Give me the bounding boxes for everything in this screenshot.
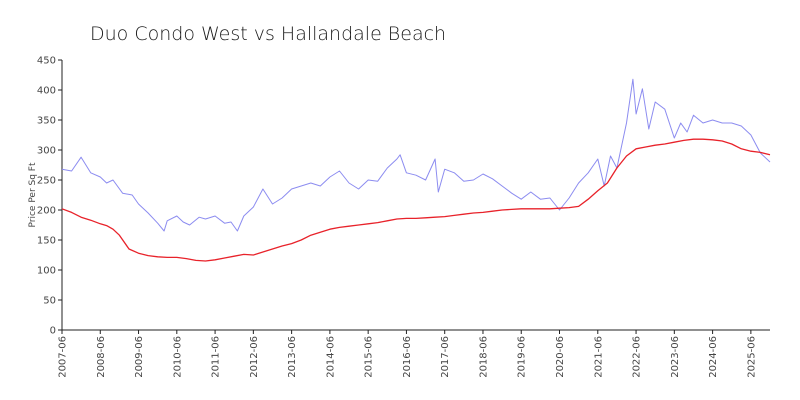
- x-tick-label: 2013-06: [287, 336, 298, 378]
- x-tick-label: 2015-06: [364, 336, 375, 378]
- y-axis-title: Price Per Sq Ft: [28, 162, 38, 227]
- y-tick-label: 50: [43, 296, 56, 307]
- x-tick-label: 2014-06: [325, 336, 336, 378]
- x-tick-label: 2016-06: [402, 336, 413, 378]
- x-tick-label: 2018-06: [478, 336, 489, 378]
- x-tick-label: 2017-06: [440, 336, 451, 378]
- x-tick-label: 2023-06: [670, 336, 681, 378]
- y-tick-label: 450: [37, 56, 56, 67]
- series-line-1: [61, 78, 771, 232]
- series-line-2: [61, 138, 771, 262]
- axes: 0 50 100 150 200 250 300 350 400 450 Price Per Sq …: [28, 56, 770, 378]
- y-tick-label: 100: [37, 266, 56, 277]
- y-tick-label: 250: [37, 176, 56, 187]
- x-tick-label: 2012-06: [249, 336, 260, 378]
- x-tick-label: 2024-06: [708, 336, 719, 378]
- x-tick-label: 2025-06: [746, 336, 757, 378]
- y-tick-label: 150: [37, 236, 56, 247]
- y-tick-label: 400: [37, 86, 56, 97]
- chart-title: Duo Condo West vs Hallandale Beach: [90, 23, 446, 45]
- x-tick-label: 2021-06: [593, 336, 604, 378]
- y-tick-label: 0: [50, 326, 56, 337]
- x-tick-label: 2010-06: [172, 336, 183, 378]
- x-tick-label: 2022-06: [632, 336, 643, 378]
- y-tick-label: 200: [37, 206, 56, 217]
- x-tick-label: 2011-06: [211, 336, 222, 378]
- x-tick-label: 2007-06: [58, 336, 69, 378]
- x-tick-label: 2019-06: [517, 336, 528, 378]
- x-tick-label: 2020-06: [555, 336, 566, 378]
- x-tick-label: 2009-06: [134, 336, 145, 378]
- series-layer: [61, 78, 771, 262]
- y-tick-label: 300: [37, 146, 56, 157]
- x-tick-label: 2008-06: [96, 336, 107, 378]
- y-tick-label: 350: [37, 116, 56, 127]
